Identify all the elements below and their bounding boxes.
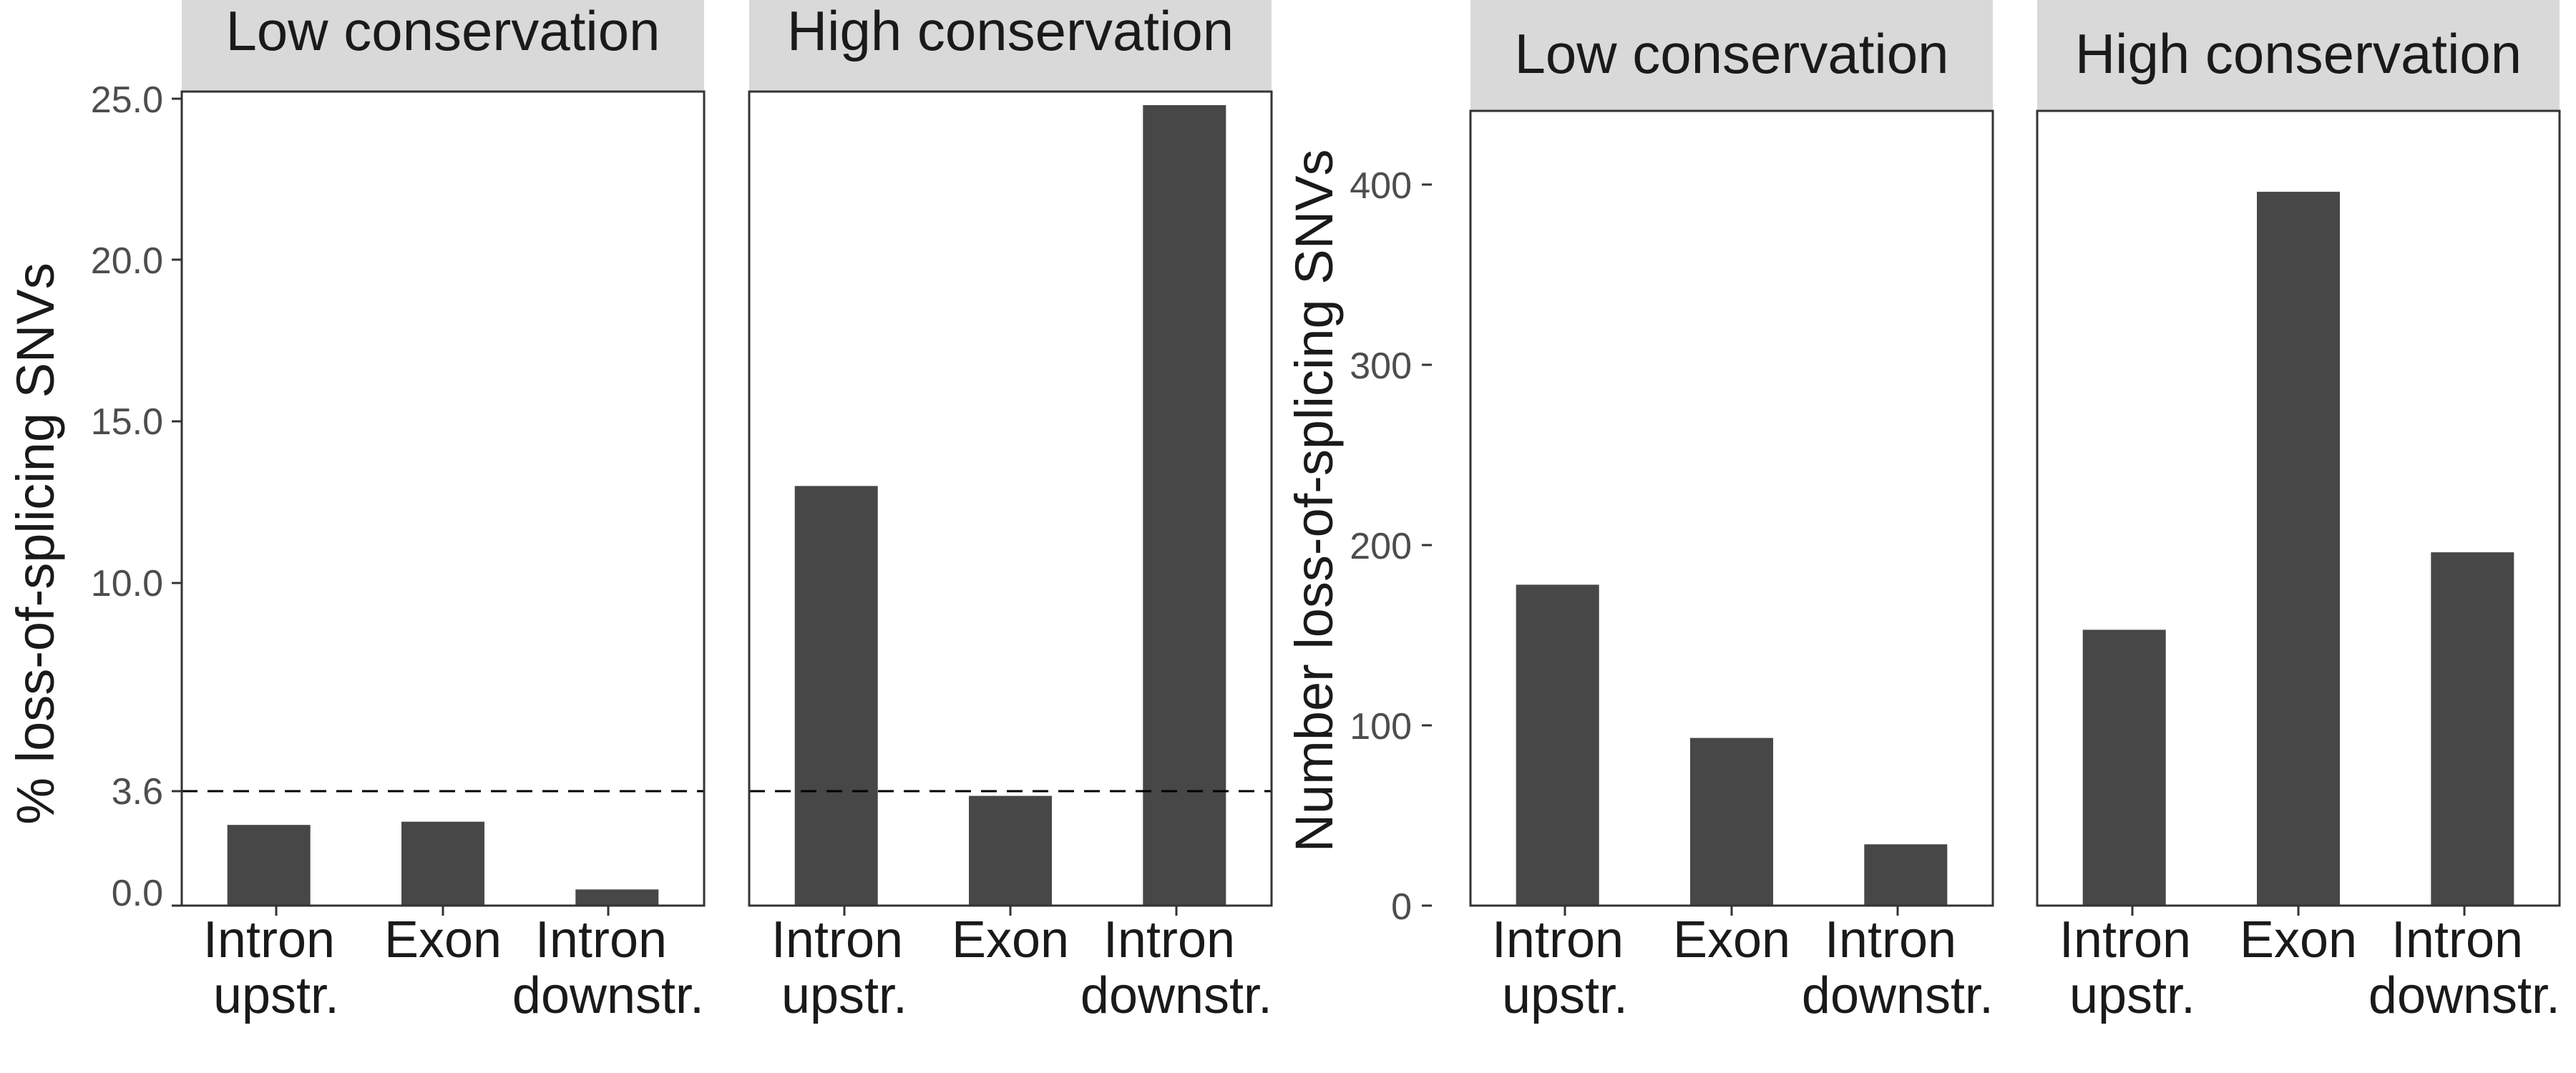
xtick-marks (1563, 906, 1899, 916)
percent-ytick-label: 20.0 (91, 240, 163, 282)
facet-strip-label: High conservation (2075, 22, 2522, 85)
xtick-marks (275, 906, 610, 916)
panel-count-low-conservation: Low conservation Intron upstr. Exon Intr… (1469, 0, 1994, 1024)
percent-ytick-label: 0.0 (112, 873, 163, 914)
count-ytick-marks (1422, 183, 1432, 907)
xtick-label: Intron downstr. (512, 911, 704, 1024)
xtick-label: Intron upstr. (2059, 911, 2205, 1024)
percent-y-axis-title: % loss-of-splicing SNVs (6, 263, 65, 824)
bars-percent-high (794, 105, 1226, 906)
panel-percent-high-conservation: High conservation Intron upstr. Exon Int… (748, 0, 1273, 1024)
bar-intron-downstr (1864, 844, 1948, 906)
percent-ytick-label: 10.0 (91, 563, 163, 604)
facet-strip-label: High conservation (787, 0, 1234, 62)
bar-exon (401, 821, 484, 906)
count-ytick-label: 0 (1391, 886, 1412, 928)
percent-ytick-label: 25.0 (91, 79, 163, 121)
panel-percent-low-conservation: Low conservation Intron upstr. Exon Intr… (180, 0, 706, 1024)
percent-ytick-label: 3.6 (112, 771, 163, 813)
bar-intron-upstr (1516, 584, 1599, 906)
bar-intron-upstr (2082, 629, 2166, 906)
xtick-marks (2131, 906, 2466, 916)
count-plot: Number loss-of-splicing SNVs 0 100 200 3… (1284, 0, 2561, 1024)
xtick-label: Intron upstr. (203, 911, 349, 1024)
bars-count-high (2082, 192, 2514, 906)
xtick-marks (843, 906, 1178, 916)
bar-exon (969, 795, 1052, 906)
bars-percent-low (227, 821, 659, 906)
facet-strip-label: Low conservation (225, 0, 660, 62)
bar-intron-downstr (1143, 105, 1226, 906)
panel-count-high-conservation: High conservation Intron upstr. Exon Int… (2036, 0, 2561, 1024)
percent-ytick-marks (172, 97, 182, 907)
facet-strip-label: Low conservation (1514, 22, 1948, 85)
percent-ytick-label: 15.0 (91, 401, 163, 443)
xtick-label: Intron downstr. (1080, 911, 1272, 1024)
count-ytick-label: 200 (1350, 526, 1412, 567)
bar-intron-downstr (575, 889, 659, 906)
panel-border (180, 90, 706, 907)
xtick-label: Exon (1673, 911, 1790, 969)
facet-strip (1470, 0, 1993, 111)
xtick-label: Intron upstr. (771, 911, 917, 1024)
xtick-label: Exon (2240, 911, 2357, 969)
xtick-label: Intron downstr. (1802, 911, 1994, 1024)
count-y-axis-title: Number loss-of-splicing SNVs (1284, 150, 1344, 853)
bar-intron-upstr (227, 825, 311, 906)
facet-strip (182, 0, 704, 92)
percent-plot: % loss-of-splicing SNVs 0.0 3.6 10.0 15.… (6, 0, 1273, 1024)
bars-count-low (1516, 584, 1948, 906)
xtick-label: Intron upstr. (1492, 911, 1638, 1024)
bar-exon (1690, 738, 1773, 906)
bar-intron-downstr (2431, 552, 2514, 906)
facet-strip (749, 0, 1272, 92)
facet-strip (2037, 0, 2560, 111)
count-ytick-label: 300 (1350, 346, 1412, 387)
xtick-label: Exon (952, 911, 1069, 969)
bar-exon (2257, 192, 2340, 906)
count-ytick-label: 400 (1350, 165, 1412, 207)
xtick-label: Intron downstr. (2368, 911, 2560, 1024)
xtick-label: Exon (384, 911, 502, 969)
bar-intron-upstr (794, 486, 878, 906)
count-ytick-label: 100 (1350, 706, 1412, 748)
